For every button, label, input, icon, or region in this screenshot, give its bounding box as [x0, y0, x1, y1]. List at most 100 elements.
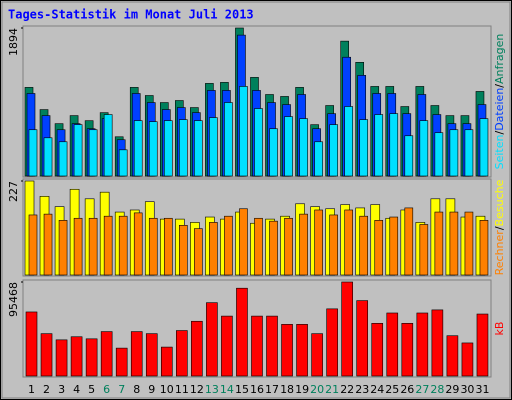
x-tick-label: 4 — [73, 383, 80, 396]
x-tick-label: 16 — [250, 383, 264, 396]
bar — [179, 119, 188, 177]
bar — [359, 119, 369, 177]
legend-separator: / — [493, 84, 506, 88]
bar — [40, 333, 53, 377]
bar — [449, 129, 459, 177]
bar — [386, 312, 399, 377]
bar — [374, 220, 384, 276]
x-tick-label: 23 — [355, 383, 369, 396]
bar — [344, 106, 353, 177]
bar — [115, 347, 128, 377]
legend-entry: Rechner — [493, 230, 506, 276]
x-tick-label: 2 — [43, 383, 50, 396]
x-tick-label: 30 — [460, 383, 474, 396]
bar — [209, 222, 218, 276]
bar — [311, 333, 323, 377]
x-tick-label: 20 — [310, 383, 324, 396]
bar — [118, 149, 128, 177]
x-tick-label: 13 — [205, 383, 219, 396]
y-tick-label: 1894 — [7, 28, 20, 56]
bar — [479, 118, 489, 177]
bar — [329, 214, 338, 276]
bar — [326, 308, 338, 377]
bar — [341, 281, 353, 377]
legend: Seiten/Dateien/Anfragen — [493, 34, 506, 170]
bar — [43, 213, 53, 276]
bar — [251, 315, 263, 377]
bar — [224, 215, 233, 276]
bar — [191, 320, 203, 377]
x-tick-label: 25 — [385, 383, 399, 396]
x-tick-label: 22 — [340, 383, 354, 396]
x-tick-label: 28 — [430, 383, 444, 396]
bar — [284, 217, 293, 276]
bar — [206, 302, 218, 377]
bar — [130, 331, 143, 377]
bar — [461, 342, 474, 377]
x-tick-label: 18 — [280, 383, 294, 396]
bar — [296, 324, 308, 377]
x-tick-label: 21 — [325, 383, 339, 396]
bar — [176, 330, 188, 377]
bar — [209, 117, 218, 177]
legend: Rechner/Besuche — [493, 179, 506, 275]
bar — [224, 102, 233, 177]
bar — [464, 129, 474, 177]
legend-entry: Besuche — [493, 179, 506, 226]
bar — [88, 217, 98, 276]
legend-entry: kB — [493, 322, 506, 336]
bar — [359, 215, 369, 276]
y-tick-label: 95468 — [7, 282, 20, 317]
bar — [85, 338, 98, 377]
legend: kB — [493, 322, 506, 336]
bar — [431, 309, 444, 377]
chart-title: Tages-Statistik im Monat Juli 2013 — [8, 8, 254, 22]
bar — [118, 215, 128, 276]
x-tick-label: 11 — [175, 383, 189, 396]
bar — [449, 211, 459, 276]
bar — [103, 114, 113, 177]
bar — [133, 120, 143, 177]
bar — [239, 208, 248, 276]
bar — [103, 215, 113, 276]
y-tick-label: 227 — [7, 181, 20, 202]
bar — [344, 209, 353, 276]
bar — [314, 209, 323, 276]
x-tick-label: 29 — [445, 383, 459, 396]
x-tick-label: 10 — [160, 383, 174, 396]
bar — [404, 135, 414, 177]
bar — [58, 141, 68, 177]
bar — [55, 339, 68, 377]
bar — [401, 323, 414, 377]
x-tick-label: 9 — [148, 383, 155, 396]
bar — [434, 132, 444, 177]
bar — [269, 128, 278, 177]
bar — [434, 211, 444, 276]
bar — [148, 121, 158, 177]
bar — [28, 129, 38, 177]
x-tick-label: 19 — [295, 383, 309, 396]
bar — [100, 331, 113, 377]
legend-separator: / — [493, 226, 506, 230]
bar — [73, 124, 83, 177]
bar — [404, 207, 414, 276]
bar — [371, 323, 384, 377]
x-tick-label: 12 — [190, 383, 204, 396]
bar — [254, 217, 263, 276]
bar — [25, 311, 38, 377]
bar — [356, 300, 369, 377]
x-tick-label: 3 — [58, 383, 65, 396]
bar — [329, 124, 338, 177]
x-tick-label: 6 — [103, 383, 110, 396]
bar — [464, 211, 474, 276]
bar — [389, 113, 399, 177]
bar — [314, 141, 323, 177]
legend-entry: Seiten — [493, 134, 506, 169]
x-tick-label: 5 — [88, 383, 95, 396]
bar — [476, 313, 489, 377]
bar — [479, 220, 489, 276]
bar — [221, 315, 233, 377]
bar — [389, 216, 399, 276]
